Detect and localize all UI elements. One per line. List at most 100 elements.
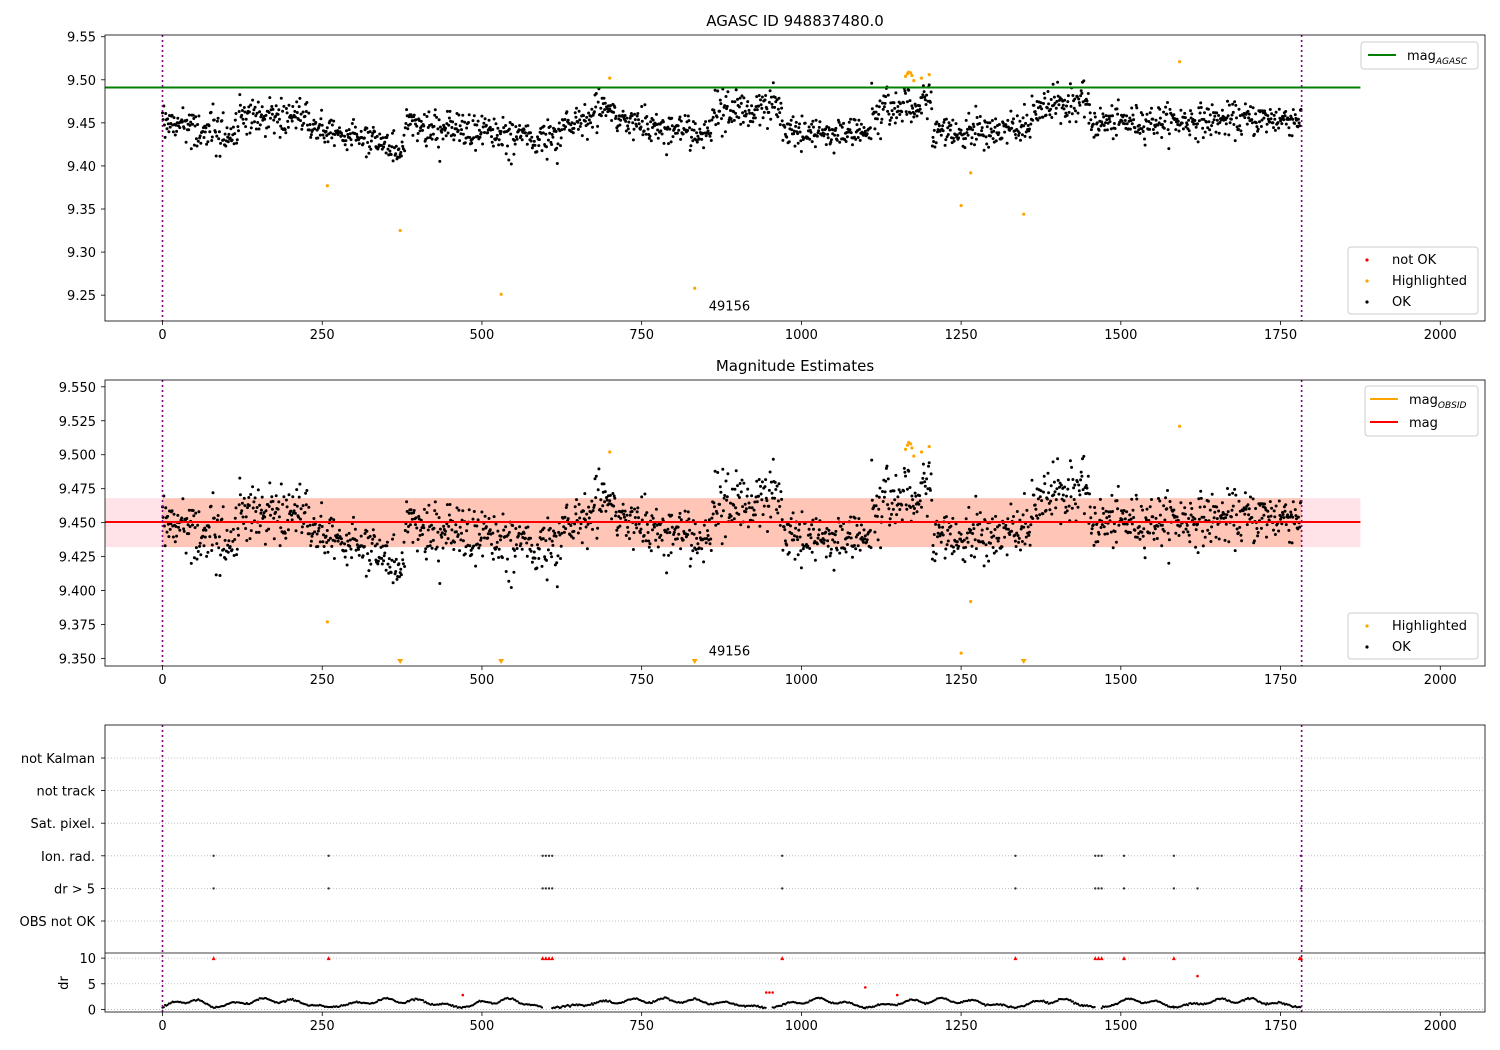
ok-point: [1069, 104, 1073, 108]
x-tick-label: 250: [310, 673, 335, 688]
ok-point: [368, 145, 371, 149]
ok-point: [933, 145, 937, 149]
ok-point: [1210, 103, 1214, 107]
ok-point: [307, 505, 311, 509]
ok-point: [277, 117, 281, 121]
ok-point: [1279, 515, 1283, 519]
ok-point: [817, 129, 821, 133]
ok-point: [1006, 118, 1010, 122]
dr-point: [422, 999, 425, 1002]
ok-point: [973, 555, 976, 559]
ok-point: [1030, 478, 1034, 482]
ok-point: [418, 129, 422, 133]
ok-point: [789, 123, 792, 127]
ok-point: [487, 118, 491, 122]
ok-point: [1131, 113, 1135, 117]
ok-point: [522, 531, 526, 535]
ok-point: [597, 467, 601, 471]
ok-point: [896, 105, 900, 108]
ok-point: [665, 571, 669, 575]
dr-point: [516, 1000, 519, 1003]
y-tick-label: 9.55: [67, 31, 96, 46]
ok-point: [955, 540, 959, 544]
ok-point: [1116, 484, 1120, 488]
ok-point: [831, 538, 835, 542]
ok-point: [330, 544, 334, 548]
ok-point: [1228, 121, 1232, 125]
ok-point: [277, 515, 281, 519]
ok-point: [874, 504, 878, 508]
ok-point: [343, 542, 347, 546]
ok-point: [1175, 117, 1179, 121]
highlighted-point: [927, 73, 931, 77]
ok-point: [1291, 515, 1295, 519]
ok-point: [972, 125, 976, 129]
ok-point: [675, 537, 679, 541]
ok-point: [732, 118, 736, 122]
ok-point: [1250, 121, 1254, 125]
ok-point: [240, 501, 244, 505]
ok-point: [1185, 123, 1189, 127]
ok-point: [1166, 489, 1169, 492]
ok-point: [1206, 499, 1210, 503]
ok-point: [904, 91, 907, 95]
ok-point: [679, 119, 683, 123]
ok-point: [1254, 121, 1258, 125]
ok-point: [1210, 492, 1214, 496]
ok-point: [249, 493, 253, 496]
ok-point: [220, 517, 224, 521]
ok-point: [602, 96, 606, 100]
ok-point: [767, 504, 771, 508]
ok-point: [202, 136, 206, 139]
ok-point: [894, 91, 898, 95]
ok-point: [576, 120, 580, 124]
ok-point: [1006, 527, 1010, 531]
dr-point: [1165, 1004, 1168, 1007]
ok-point: [1177, 534, 1181, 537]
ok-point: [204, 528, 208, 532]
ok-point: [227, 132, 231, 136]
ok-point: [645, 122, 649, 126]
ok-point: [1298, 525, 1302, 529]
ok-point: [1231, 491, 1235, 495]
ok-point: [1272, 509, 1276, 513]
ok-point: [911, 498, 915, 502]
ok-point: [319, 117, 323, 121]
ok-point: [808, 533, 812, 536]
ok-point: [782, 525, 786, 529]
ok-point: [1042, 92, 1046, 95]
ok-point: [722, 496, 726, 500]
ok-point: [902, 101, 906, 105]
ok-point: [1102, 525, 1106, 529]
ok-point: [724, 479, 728, 483]
ok-point: [1145, 507, 1149, 511]
ok-point: [350, 556, 354, 560]
ok-point: [1053, 490, 1057, 494]
ok-point: [403, 565, 407, 568]
ok-point: [481, 527, 485, 531]
ok-point: [885, 464, 889, 468]
ok-point: [1194, 137, 1198, 140]
ok-point: [509, 538, 513, 542]
ok-point: [613, 496, 617, 500]
ok-point: [530, 146, 534, 150]
ok-point: [853, 516, 857, 520]
legend-label-mag-agasc: magAGASC: [1407, 49, 1468, 67]
ok-point: [533, 143, 537, 147]
ok-point: [369, 147, 373, 151]
ok-point: [614, 114, 618, 118]
ok-point: [195, 144, 199, 148]
ok-point: [364, 574, 368, 578]
ok-point: [951, 545, 955, 549]
ok-point: [914, 494, 918, 498]
ok-point: [1059, 122, 1063, 125]
ok-point: [739, 122, 743, 126]
ok-point: [1123, 522, 1127, 526]
ok-point: [669, 140, 673, 144]
ok-point: [304, 491, 308, 495]
ok-point: [1096, 540, 1100, 544]
ok-point: [824, 143, 828, 147]
ok-point: [1284, 122, 1288, 126]
ok-point: [1093, 111, 1097, 115]
ok-point: [1272, 528, 1275, 532]
